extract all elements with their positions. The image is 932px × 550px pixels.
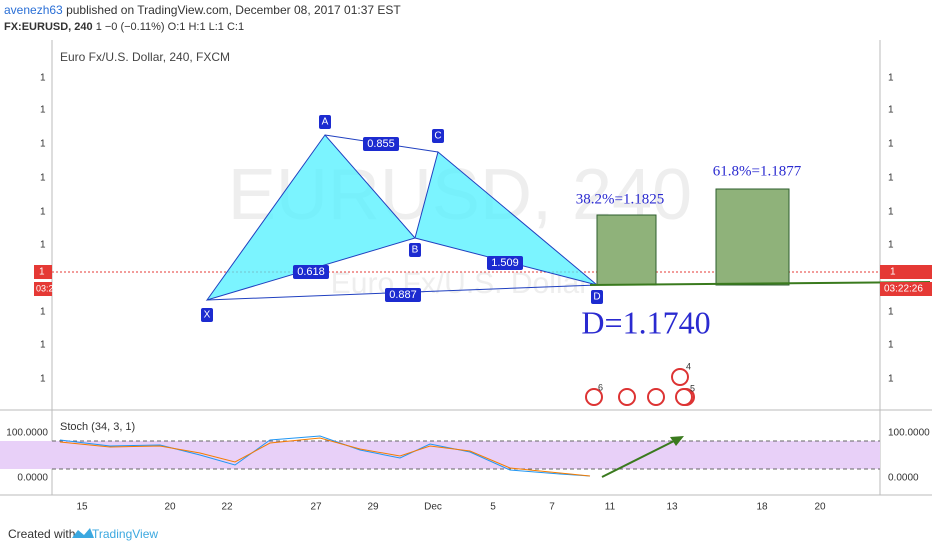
- arrow: [601, 439, 677, 478]
- footer-brand[interactable]: TradingView: [92, 527, 158, 541]
- price-label: 1: [890, 267, 896, 278]
- symbol: FX:EURUSD, 240: [4, 21, 93, 33]
- price-tick: 1: [888, 139, 894, 150]
- time-tag: [34, 282, 52, 296]
- point-tag: [201, 308, 213, 322]
- target-label: 38.2%=1.1825: [576, 191, 664, 207]
- price-tick: 1: [40, 173, 46, 184]
- price-tick: 1: [888, 73, 894, 84]
- green-line: [589, 281, 931, 286]
- point-tag: [432, 129, 444, 143]
- stoch-tick: 0.0000: [888, 473, 919, 484]
- ohlc: O:1 H:1 L:1 C:1: [167, 21, 245, 33]
- price-tick: 1: [888, 207, 894, 218]
- event-icon: [647, 388, 665, 406]
- x-tick-label: 20: [164, 502, 176, 513]
- event-icon: [675, 388, 693, 406]
- point-tag: [591, 290, 603, 304]
- x-tick-label: 29: [367, 502, 379, 513]
- point-label: C: [434, 131, 441, 142]
- price-tick: 1: [40, 207, 46, 218]
- x-tick-label: 15: [76, 502, 88, 513]
- time-tag: [880, 282, 932, 296]
- price-tag: [34, 265, 52, 279]
- x-tick-label: 27: [310, 502, 322, 513]
- legend: Euro Fx/U.S. Dollar, 240, FXCM: [60, 50, 230, 64]
- ratio-tag: [487, 256, 523, 270]
- stoch-d: [59, 437, 591, 477]
- price-tick: 1: [888, 173, 894, 184]
- price-tick: 1: [888, 307, 894, 318]
- price-tick: 1: [888, 240, 894, 251]
- point-label: B: [412, 245, 419, 256]
- published: published on TradingView.com, December 0…: [66, 3, 401, 17]
- ratio-label: 1.509: [491, 257, 519, 269]
- d-label: D=1.1740: [581, 304, 710, 340]
- x-tick-label: 5: [490, 502, 496, 513]
- price-tick: 1: [888, 374, 894, 385]
- price-tick: 1: [40, 307, 46, 318]
- x-tick-label: 11: [605, 502, 616, 513]
- ratio-label: 0.855: [367, 138, 395, 150]
- symbol-line: FX:EURUSD, 240 1 −0 (−0.11%) O:1 H:1 L:1…: [4, 21, 244, 33]
- price-tag: [880, 265, 932, 279]
- price-tick: 1: [40, 374, 46, 385]
- price-tick: 1: [888, 340, 894, 351]
- left-time-label: 03:2: [36, 283, 54, 293]
- target-box: [715, 188, 790, 286]
- point-label: D: [593, 292, 600, 303]
- price-tick: 1: [888, 105, 894, 116]
- point-tag: [319, 115, 331, 129]
- event-count: 4: [686, 361, 691, 371]
- event-count: 5: [690, 383, 695, 393]
- change: 1 −0 (−0.11%): [95, 21, 165, 33]
- event-icon: [671, 368, 689, 386]
- stoch-title: Stoch (34, 3, 1): [60, 421, 135, 433]
- author[interactable]: avenezh63: [4, 3, 63, 17]
- price-tick: 1: [40, 139, 46, 150]
- x-tick-label: 7: [549, 502, 555, 513]
- stoch-tick: 0.0000: [17, 473, 48, 484]
- logo: [72, 528, 94, 538]
- stoch-tick: 100.0000: [888, 428, 930, 439]
- event-icon: [618, 388, 636, 406]
- x-tick-label: Dec: [424, 502, 442, 513]
- x-tick-label: 20: [814, 502, 826, 513]
- price-tick: 1: [40, 73, 46, 84]
- price-tick: 1: [40, 240, 46, 251]
- target-box: [596, 214, 657, 286]
- stoch-tick: 100.0000: [6, 428, 48, 439]
- ratio-label: 0.618: [297, 266, 325, 278]
- footer-created: Created with: [8, 527, 75, 541]
- left-price-label: 1: [39, 267, 45, 278]
- x-tick-label: 22: [221, 502, 233, 513]
- point-label: X: [204, 310, 211, 321]
- ratio-label: 0.887: [389, 289, 417, 301]
- x-tick-label: 18: [756, 502, 768, 513]
- x-tick-label: 13: [666, 502, 678, 513]
- event-icon: [585, 388, 603, 406]
- ratio-tag: [363, 137, 399, 151]
- event-count: 6: [598, 382, 603, 392]
- ratio-tag: [385, 288, 421, 302]
- ratio-tag: [293, 265, 329, 279]
- time-label: 03:22:26: [884, 284, 923, 295]
- target-label: 61.8%=1.1877: [713, 163, 802, 179]
- price-tick: 1: [40, 340, 46, 351]
- point-tag: [409, 243, 421, 257]
- point-label: A: [322, 117, 329, 128]
- header-line: avenezh63 published on TradingView.com, …: [4, 3, 401, 17]
- arrow-head: [670, 436, 684, 446]
- price-tick: 1: [40, 105, 46, 116]
